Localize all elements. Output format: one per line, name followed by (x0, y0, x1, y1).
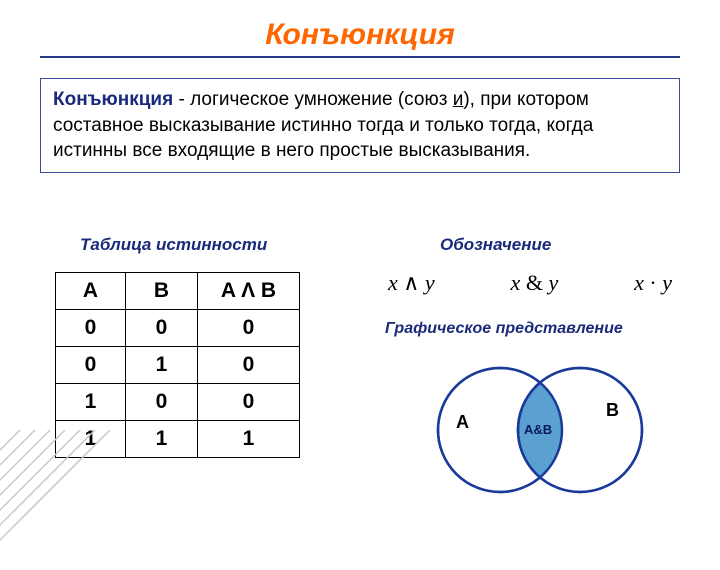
cell: 1 (56, 384, 126, 421)
notation-dot: x · y (634, 270, 672, 296)
cell: 1 (198, 421, 300, 458)
definition-term: Конъюнкция (53, 89, 173, 110)
notation-amp: x & y (511, 270, 559, 296)
expr-x: x (388, 270, 398, 295)
definition-box: Конъюнкция - логическое умножение (союз … (40, 78, 680, 173)
expr-y: y (425, 270, 435, 295)
venn-diagram: A B A&B (420, 350, 660, 520)
table-row: 0 0 0 (56, 310, 300, 347)
title-underline (40, 56, 680, 58)
venn-label-b: B (606, 400, 619, 421)
notation-heading: Обозначение (440, 235, 551, 255)
wedge-icon: ∧ (403, 270, 419, 295)
table-row: 1 0 0 (56, 384, 300, 421)
col-header-a: A (56, 273, 126, 310)
definition-text1: логическое умножение (союз (190, 89, 453, 110)
graphic-heading: Графическое представление (385, 320, 623, 338)
table-header-row: A B A Λ B (56, 273, 300, 310)
cell: 0 (126, 384, 198, 421)
table-row: 0 1 0 (56, 347, 300, 384)
amp-icon: & (526, 270, 543, 295)
cell: 1 (126, 421, 198, 458)
notation-list: x ∧ y x & y x · y (350, 270, 710, 296)
truth-table: A B A Λ B 0 0 0 0 1 0 1 0 0 1 1 1 (55, 272, 300, 458)
definition-dash: - (173, 89, 190, 110)
notation-wedge: x ∧ y (388, 270, 435, 296)
venn-label-ab: A&B (524, 422, 552, 437)
cell: 0 (198, 347, 300, 384)
expr-x: x (634, 270, 644, 295)
dot-icon: · (649, 270, 656, 295)
table-row: 1 1 1 (56, 421, 300, 458)
truth-table-heading: Таблица истинности (80, 235, 267, 255)
col-header-b: B (126, 273, 198, 310)
page-title: Конъюнкция (0, 0, 720, 56)
cell: 0 (126, 310, 198, 347)
cell: 0 (198, 310, 300, 347)
col-header-ab: A Λ B (198, 273, 300, 310)
venn-label-a: A (456, 412, 469, 433)
expr-y: y (662, 270, 672, 295)
expr-y: y (548, 270, 558, 295)
definition-union: и (453, 89, 464, 110)
cell: 1 (56, 421, 126, 458)
cell: 0 (56, 310, 126, 347)
cell: 1 (126, 347, 198, 384)
cell: 0 (198, 384, 300, 421)
cell: 0 (56, 347, 126, 384)
expr-x: x (511, 270, 521, 295)
